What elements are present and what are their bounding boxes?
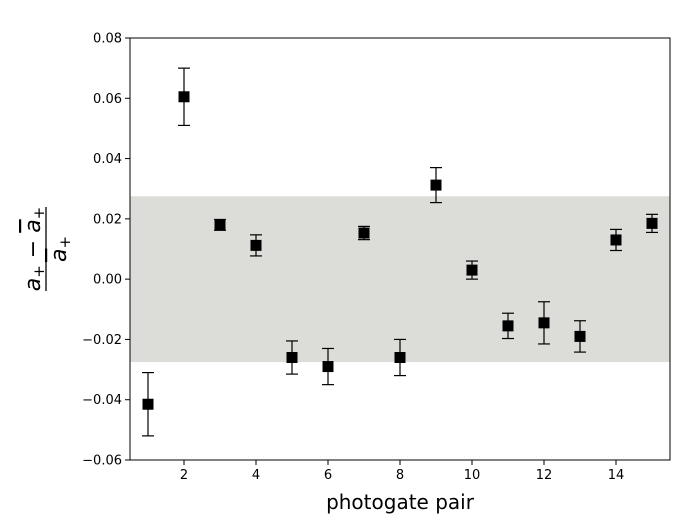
data-point (358, 225, 370, 241)
square-marker (646, 217, 658, 229)
y-label-denominator: a+ (47, 236, 74, 262)
data-point (466, 260, 478, 280)
data-point (646, 213, 658, 234)
x-tick-label: 10 (464, 468, 481, 483)
square-marker (322, 361, 334, 373)
x-tick-label: 12 (536, 468, 553, 483)
data-point (286, 340, 298, 375)
x-tick-label: 6 (324, 468, 332, 483)
square-marker (142, 398, 154, 410)
square-marker (538, 317, 550, 329)
square-marker (358, 227, 370, 239)
y-axis: −0.06 −0.04 −0.02 0.00 0.02 0.04 0.06 0.08 (82, 32, 130, 469)
x-axis: 2 4 6 8 10 12 14 (180, 460, 624, 483)
data-point (214, 218, 226, 231)
band-layer (130, 196, 670, 363)
square-marker (502, 320, 514, 332)
x-tick-label: 4 (252, 468, 260, 483)
square-marker (178, 91, 190, 103)
data-point (574, 320, 586, 353)
data-point (322, 347, 334, 386)
y-tick-label: −0.04 (82, 393, 122, 408)
data-point (250, 234, 262, 257)
x-axis-label: photogate pair (326, 490, 475, 514)
y-tick-label: 0.00 (93, 273, 122, 288)
y-tick-label: 0.02 (93, 212, 122, 227)
y-tick-label: 0.04 (93, 152, 122, 167)
y-label-numerator: a+ − a+ (21, 207, 48, 292)
square-marker (250, 239, 262, 251)
square-marker (430, 179, 442, 191)
y-tick-label: 0.08 (93, 32, 122, 47)
data-point (394, 338, 406, 377)
square-marker (610, 234, 622, 246)
data-point (142, 371, 154, 437)
x-tick-label: 14 (608, 468, 625, 483)
y-axis-label: a+ − a+ a+ (21, 207, 74, 292)
y-tick-label: −0.02 (82, 333, 122, 348)
y-tick-label: −0.06 (82, 454, 122, 469)
data-point (502, 312, 514, 340)
data-point (610, 228, 622, 252)
square-marker (574, 330, 586, 342)
square-marker (394, 352, 406, 364)
square-marker (466, 264, 478, 276)
data-point (430, 167, 442, 204)
x-tick-label: 2 (180, 468, 188, 483)
square-marker (214, 219, 226, 231)
y-tick-label: 0.06 (93, 92, 122, 107)
data-point (538, 301, 550, 345)
points-layer (142, 67, 658, 437)
data-point (178, 67, 190, 127)
shaded-band (130, 196, 670, 363)
x-tick-label: 8 (396, 468, 404, 483)
square-marker (286, 352, 298, 364)
